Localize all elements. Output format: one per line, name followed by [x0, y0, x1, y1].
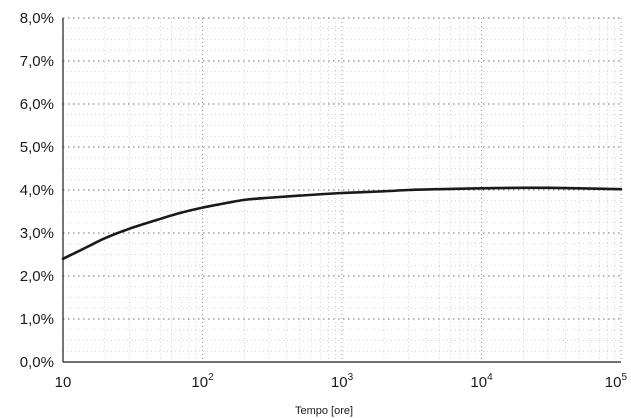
y-tick-label: 7,0% — [20, 53, 54, 70]
y-tick-label: 0,0% — [20, 354, 54, 371]
x-tick-labels: 10 102 103 104 105 — [55, 372, 628, 391]
x-tick-label: 105 — [605, 372, 628, 391]
y-tick-label: 6,0% — [20, 96, 54, 113]
y-tick-label: 4,0% — [20, 182, 54, 199]
axes — [62, 18, 621, 363]
x-tick-label: 102 — [191, 372, 214, 391]
x-axis-label: Tempo [ore] — [295, 405, 353, 417]
x-tick-label: 104 — [470, 372, 493, 391]
y-tick-label: 8,0% — [20, 10, 54, 27]
grid — [62, 17, 622, 363]
x-tick-label: 103 — [331, 372, 354, 391]
y-tick-label: 5,0% — [20, 139, 54, 156]
y-tick-label: 2,0% — [20, 268, 54, 285]
y-tick-label: 3,0% — [20, 225, 54, 242]
x-tick-label: 10 — [55, 374, 72, 391]
series-line — [61, 186, 623, 261]
y-tick-labels: 0,0% 1,0% 2,0% 3,0% 4,0% 5,0% 6,0% 7,0% 8,0% — [20, 10, 54, 371]
y-tick-label: 1,0% — [20, 311, 54, 328]
series — [61, 186, 623, 261]
